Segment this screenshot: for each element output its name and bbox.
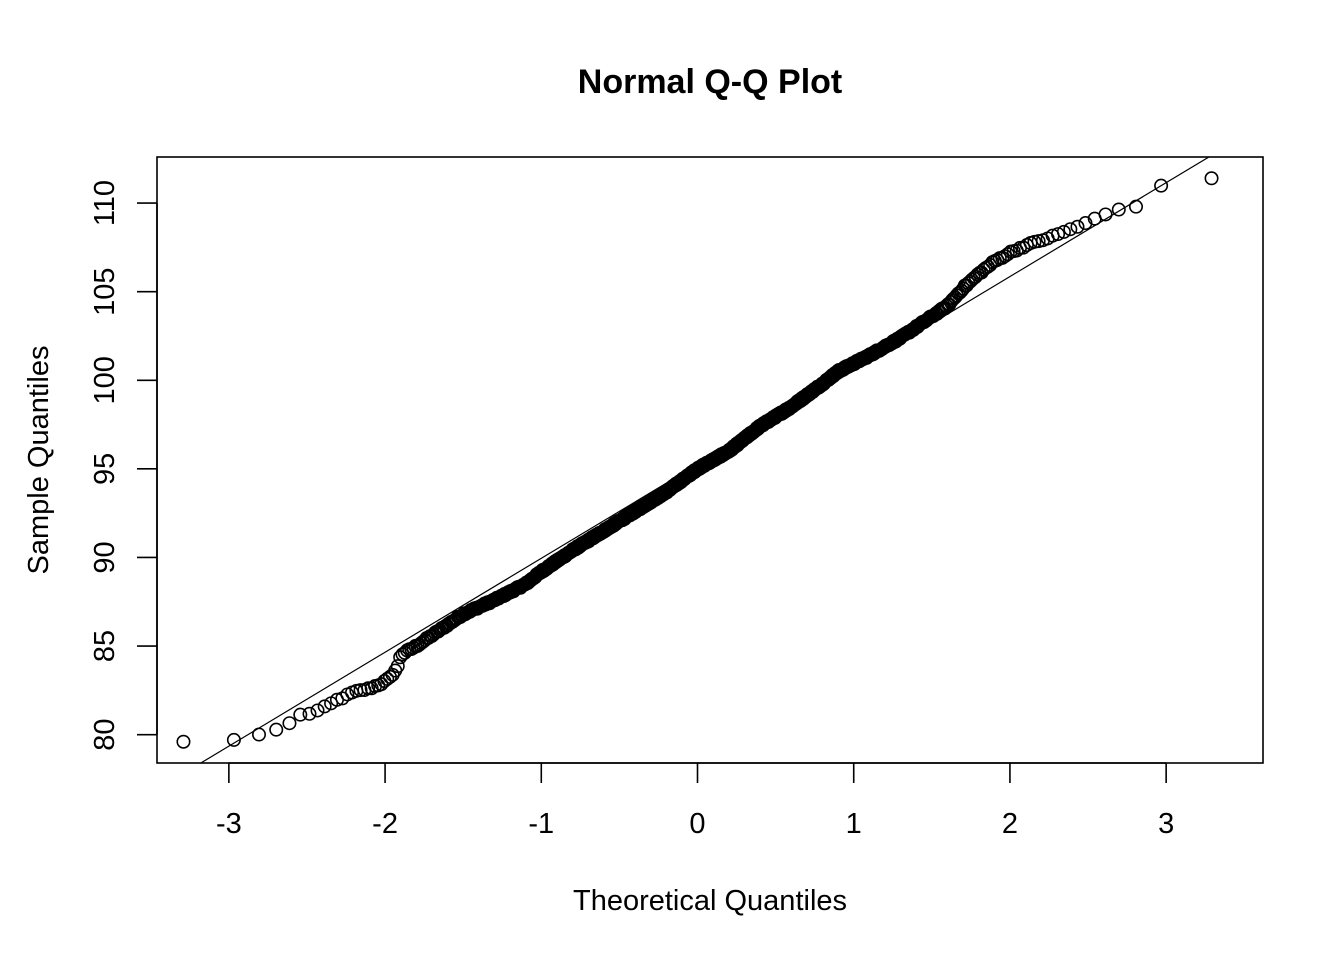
sample-point xyxy=(1154,178,1169,193)
sample-point xyxy=(1051,227,1066,242)
sample-point xyxy=(252,727,267,742)
sample-point xyxy=(1111,202,1126,217)
y-tick-label: 110 xyxy=(89,180,121,226)
sample-point xyxy=(317,699,332,714)
y-tick-label: 90 xyxy=(89,541,121,573)
x-axis: -3 -2 -1 0 1 2 3 xyxy=(216,762,1174,840)
sample-points xyxy=(176,171,1219,749)
x-tick-label: 1 xyxy=(846,808,862,840)
sample-point xyxy=(353,683,368,698)
sample-point xyxy=(1098,207,1113,222)
sample-point xyxy=(361,681,376,696)
sample-point xyxy=(1056,224,1071,239)
y-axis-label: Sample Quantiles xyxy=(23,346,55,575)
y-tick-label: 85 xyxy=(89,630,121,662)
sample-point xyxy=(176,734,191,749)
sample-point xyxy=(390,659,405,674)
y-tick-label: 95 xyxy=(89,453,121,485)
sample-point xyxy=(282,716,297,731)
x-axis-label: Theoretical Quantiles xyxy=(573,885,847,917)
sample-point xyxy=(269,722,284,737)
sample-point xyxy=(293,707,308,722)
y-tick-label: 80 xyxy=(89,719,121,751)
sample-point xyxy=(1070,219,1085,234)
x-tick-label: 3 xyxy=(1158,808,1174,840)
sample-point xyxy=(1129,199,1144,214)
y-tick-label: 100 xyxy=(89,356,121,404)
x-tick-label: -3 xyxy=(216,808,242,840)
chart-title: Normal Q-Q Plot xyxy=(578,63,842,101)
x-tick-label: -2 xyxy=(372,808,398,840)
sample-point xyxy=(310,703,325,718)
y-tick-label: 105 xyxy=(89,267,121,315)
sample-point xyxy=(1063,222,1078,237)
sample-point xyxy=(1078,216,1093,231)
sample-point xyxy=(226,732,241,747)
x-tick-label: 2 xyxy=(1002,808,1018,840)
sample-point xyxy=(1016,240,1031,255)
x-tick-label: -1 xyxy=(528,808,554,840)
x-tick-label: 0 xyxy=(689,808,705,840)
sample-point xyxy=(302,706,317,721)
sample-point xyxy=(1204,171,1219,186)
sample-point xyxy=(983,258,998,273)
y-axis: 80 85 90 95 100 105 110 xyxy=(89,180,158,751)
